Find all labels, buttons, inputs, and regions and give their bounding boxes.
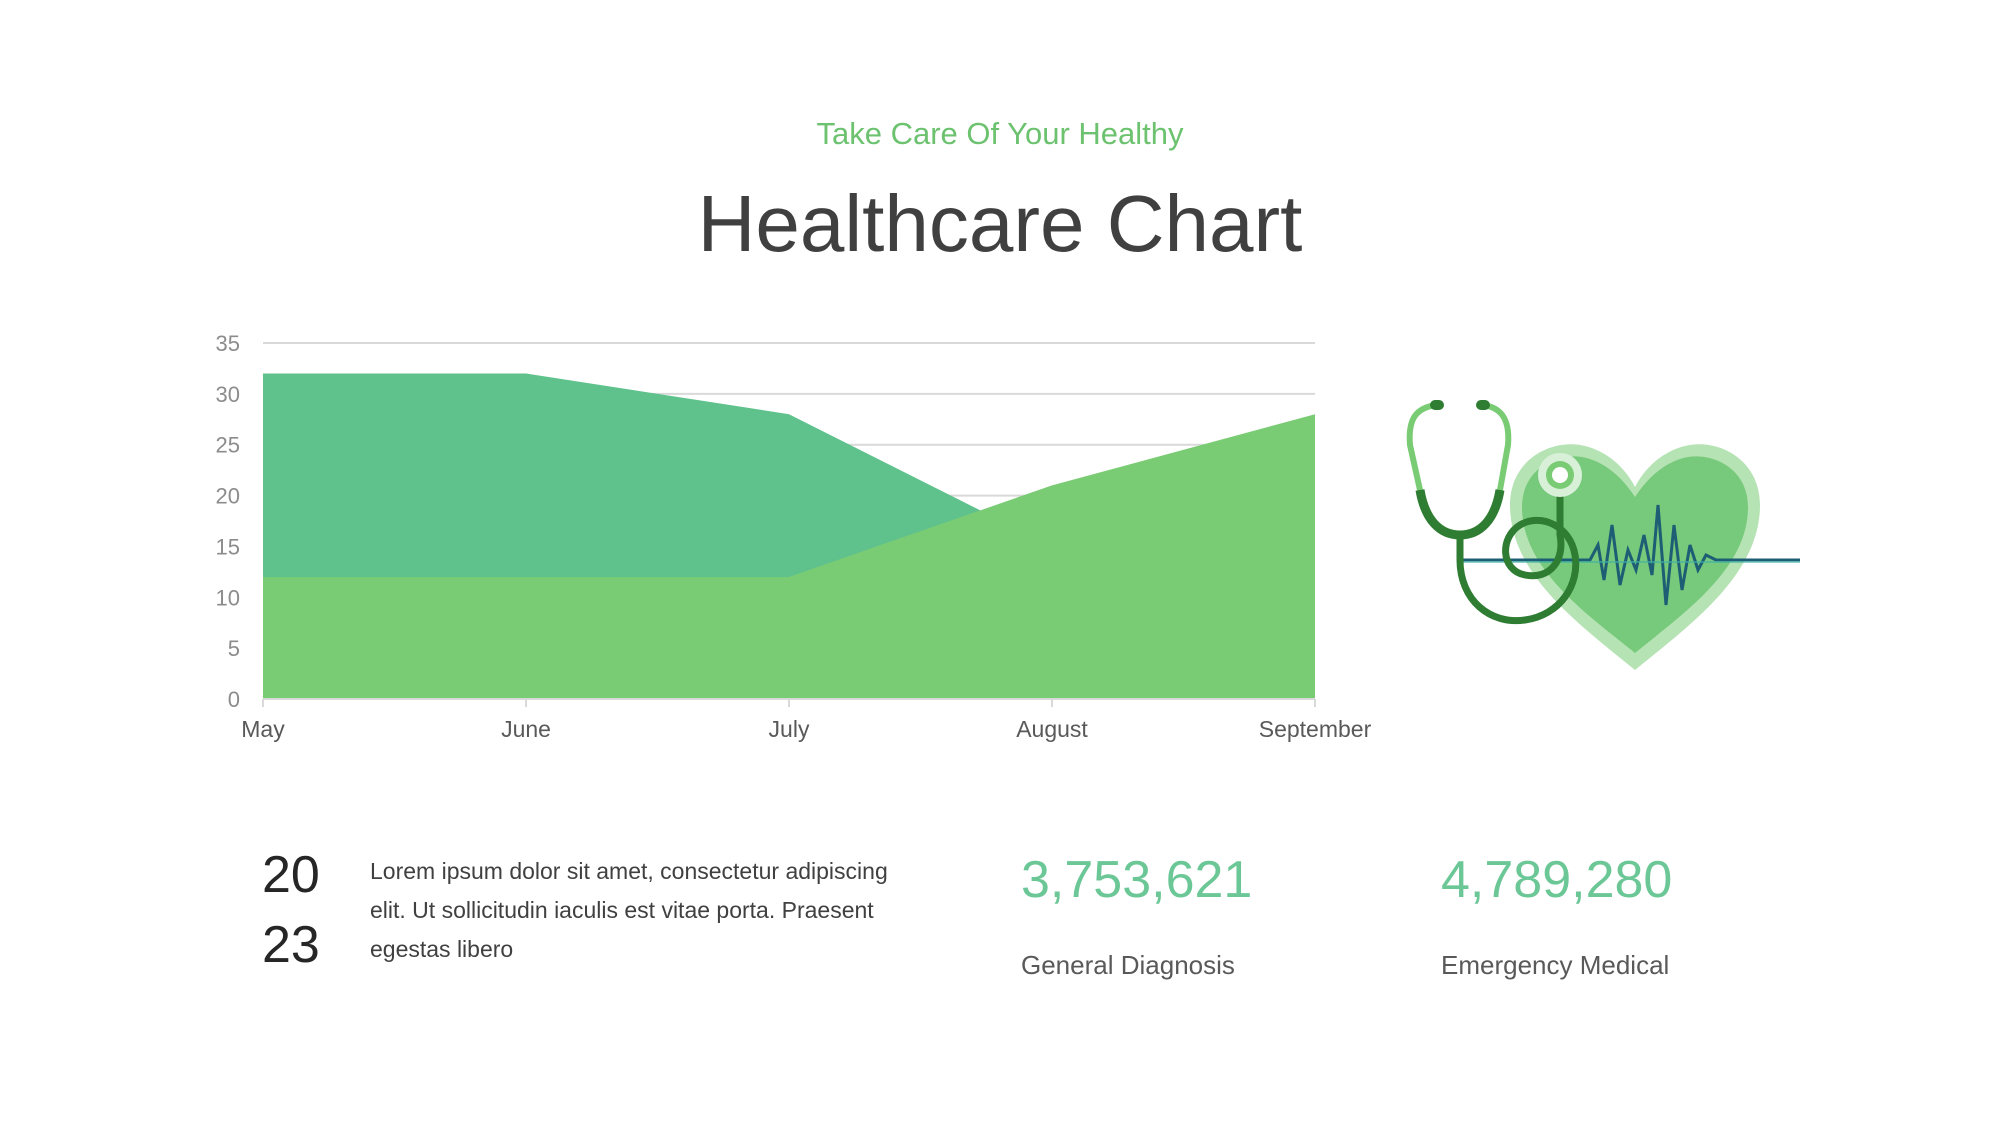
y-tick-label: 25 (216, 433, 240, 458)
x-tick-label: June (501, 716, 551, 742)
y-tick-label: 5 (228, 636, 240, 661)
y-tick-label: 35 (216, 331, 240, 356)
stat-label-general-diagnosis: General Diagnosis (1021, 950, 1235, 980)
description-text: Lorem ipsum dolor sit amet, consectetur … (370, 858, 888, 962)
area-series-2 (263, 414, 1315, 699)
year-part1: 20 (262, 846, 320, 904)
heart-icon (1510, 444, 1760, 670)
chart-areas (263, 373, 1315, 699)
y-tick-label: 0 (228, 687, 240, 712)
area-chart: 0 5 10 15 20 25 30 35 May June July August Septembe… (216, 331, 1372, 742)
x-tick-label: August (1016, 716, 1088, 742)
stethoscope-heart-illustration (1406, 400, 1800, 670)
chart-y-axis: 0 5 10 15 20 25 30 35 (216, 331, 240, 712)
x-tick-label: May (241, 716, 285, 742)
stat-value-general-diagnosis: 3,753,621 (1021, 851, 1253, 909)
stat-value-emergency-medical: 4,789,280 (1441, 851, 1673, 909)
chart-x-axis: May June July August September (241, 698, 1372, 742)
y-tick-label: 20 (216, 484, 240, 509)
stat-label-emergency-medical: Emergency Medical (1441, 950, 1670, 980)
y-tick-label: 10 (216, 585, 240, 610)
stethoscope-icon (1406, 400, 1582, 625)
x-tick-label: September (1259, 716, 1372, 742)
year-display: 20 23 (262, 840, 332, 980)
x-tick-label: July (769, 716, 810, 742)
year-part2: 23 (262, 916, 320, 974)
heartbeat-line-icon (1460, 504, 1800, 606)
y-tick-label: 15 (216, 534, 240, 559)
subtitle: Take Care Of Your Healthy (816, 116, 1184, 151)
y-tick-label: 30 (216, 382, 240, 407)
page-title: Healthcare Chart (697, 179, 1303, 268)
